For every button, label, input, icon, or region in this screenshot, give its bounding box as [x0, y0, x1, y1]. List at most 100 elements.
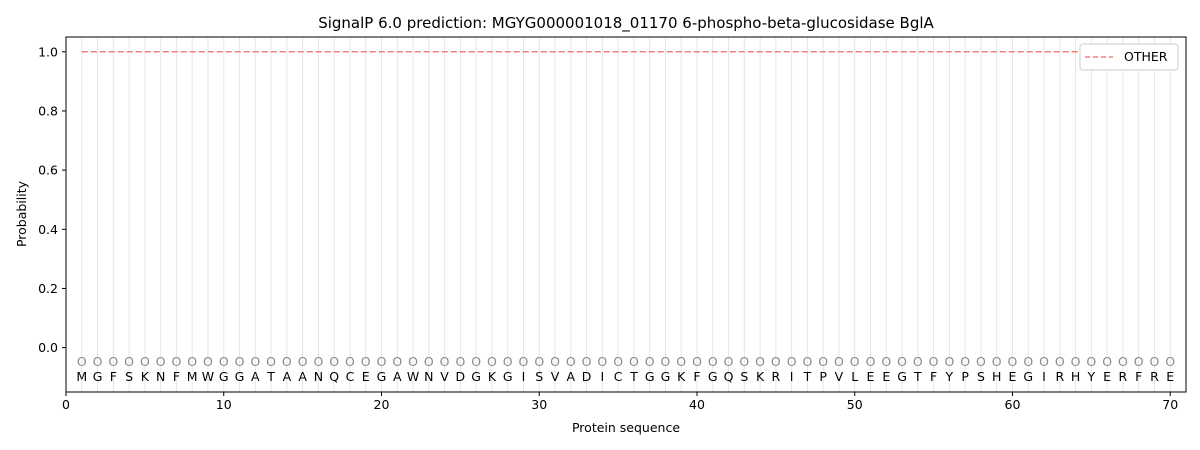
residue-marker-18: O: [345, 354, 355, 369]
x-tick-label-60: 60: [1005, 397, 1021, 412]
residue-label-23: N: [424, 369, 433, 384]
residue-marker-35: O: [613, 354, 623, 369]
residue-label-33: D: [582, 369, 592, 384]
residue-marker-19: O: [361, 354, 371, 369]
residue-marker-39: O: [676, 354, 686, 369]
residue-label-65: Y: [1087, 369, 1096, 384]
residue-label-63: R: [1055, 369, 1064, 384]
residue-label-13: T: [266, 369, 275, 384]
residue-label-16: N: [314, 369, 323, 384]
residue-label-62: I: [1042, 369, 1046, 384]
residue-marker-70: O: [1165, 354, 1175, 369]
residue-marker-65: O: [1086, 354, 1096, 369]
residue-marker-48: O: [818, 354, 828, 369]
residue-label-32: A: [567, 369, 576, 384]
residue-label-68: F: [1135, 369, 1142, 384]
residue-label-34: I: [600, 369, 604, 384]
residue-marker-32: O: [566, 354, 576, 369]
residue-marker-52: O: [881, 354, 891, 369]
residue-marker-36: O: [629, 354, 639, 369]
residue-label-29: I: [522, 369, 526, 384]
residue-marker-69: O: [1150, 354, 1160, 369]
residue-marker-67: O: [1118, 354, 1128, 369]
residue-label-54: T: [913, 369, 922, 384]
residue-marker-9: O: [203, 354, 213, 369]
residue-marker-1: O: [77, 354, 87, 369]
residue-label-58: S: [977, 369, 985, 384]
legend: OTHER: [1079, 43, 1179, 71]
residue-label-7: F: [173, 369, 180, 384]
residue-label-35: C: [614, 369, 623, 384]
residue-label-5: K: [141, 369, 150, 384]
y-tick-label-0: 0.0: [38, 340, 58, 355]
residue-label-38: G: [661, 369, 671, 384]
y-tick-label-4: 0.8: [38, 103, 58, 118]
plot-frame: [65, 36, 1187, 393]
residue-label-42: Q: [724, 369, 734, 384]
residue-marker-6: O: [156, 354, 166, 369]
residue-label-46: I: [790, 369, 794, 384]
residue-marker-7: O: [172, 354, 182, 369]
residue-label-61: G: [1023, 369, 1033, 384]
x-axis-label: Protein sequence: [572, 420, 680, 435]
residue-label-52: E: [882, 369, 890, 384]
residue-marker-13: O: [266, 354, 276, 369]
residue-marker-57: O: [960, 354, 970, 369]
residue-label-48: P: [819, 369, 827, 384]
residue-label-28: G: [503, 369, 513, 384]
residue-label-50: L: [851, 369, 858, 384]
residue-marker-46: O: [787, 354, 797, 369]
residue-label-9: W: [202, 369, 214, 384]
residue-marker-63: O: [1055, 354, 1065, 369]
residue-marker-56: O: [944, 354, 954, 369]
x-tick-label-50: 50: [847, 397, 863, 412]
residue-marker-30: O: [534, 354, 544, 369]
residue-marker-26: O: [471, 354, 481, 369]
residue-label-30: S: [535, 369, 543, 384]
residue-label-49: V: [835, 369, 844, 384]
residue-label-25: D: [456, 369, 466, 384]
residue-marker-49: O: [834, 354, 844, 369]
residue-label-26: G: [471, 369, 481, 384]
x-tick-label-10: 10: [216, 397, 232, 412]
residue-marker-59: O: [992, 354, 1002, 369]
residue-marker-15: O: [298, 354, 308, 369]
residue-marker-3: O: [108, 354, 118, 369]
residue-marker-4: O: [124, 354, 134, 369]
residue-label-20: G: [377, 369, 387, 384]
residue-label-41: G: [708, 369, 718, 384]
residue-label-59: H: [992, 369, 1001, 384]
residue-marker-55: O: [929, 354, 939, 369]
residue-marker-2: O: [93, 354, 103, 369]
y-tick-label-5: 1.0: [38, 44, 58, 59]
residue-marker-37: O: [645, 354, 655, 369]
residue-label-3: F: [110, 369, 117, 384]
residue-marker-45: O: [771, 354, 781, 369]
residue-label-8: M: [187, 369, 198, 384]
residue-label-45: R: [772, 369, 781, 384]
residue-marker-53: O: [897, 354, 907, 369]
residue-label-37: G: [645, 369, 655, 384]
residue-label-10: G: [219, 369, 229, 384]
residue-marker-25: O: [455, 354, 465, 369]
residue-label-17: Q: [329, 369, 339, 384]
residue-label-57: P: [961, 369, 969, 384]
residue-label-66: E: [1103, 369, 1111, 384]
residue-label-69: R: [1150, 369, 1159, 384]
residue-label-36: T: [629, 369, 638, 384]
residue-marker-58: O: [976, 354, 986, 369]
residue-label-67: R: [1119, 369, 1128, 384]
residue-grid: [81, 37, 1171, 392]
residue-label-24: V: [440, 369, 449, 384]
residue-label-27: K: [488, 369, 497, 384]
residue-marker-11: O: [235, 354, 245, 369]
residue-marker-5: O: [140, 354, 150, 369]
residue-label-56: Y: [945, 369, 954, 384]
x-tick-label-20: 20: [374, 397, 390, 412]
residue-label-60: E: [1009, 369, 1017, 384]
residue-marker-54: O: [913, 354, 923, 369]
residue-label-51: E: [867, 369, 875, 384]
residue-label-55: F: [930, 369, 937, 384]
residue-marker-29: O: [519, 354, 529, 369]
